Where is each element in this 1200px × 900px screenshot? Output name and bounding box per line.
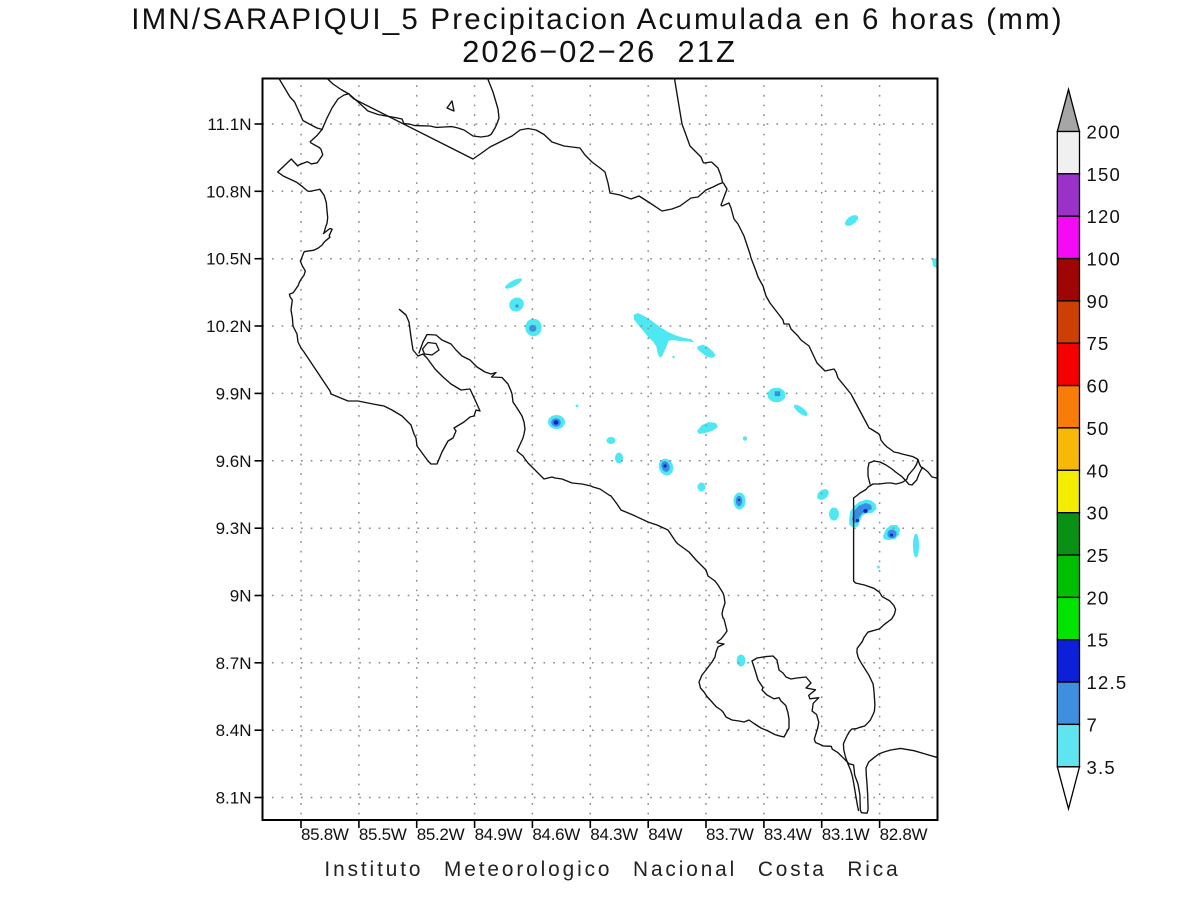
- svg-text:60: 60: [1087, 376, 1110, 397]
- svg-text:50: 50: [1087, 418, 1110, 439]
- svg-text:8.1N: 8.1N: [216, 789, 252, 808]
- svg-text:8.4N: 8.4N: [216, 721, 252, 740]
- svg-text:9N: 9N: [230, 587, 252, 606]
- svg-text:20: 20: [1087, 587, 1110, 608]
- svg-text:IMN/SARAPIQUI_5 Precipitacion: IMN/SARAPIQUI_5 Precipitacion Acumulada …: [131, 3, 1064, 36]
- svg-text:75: 75: [1087, 333, 1110, 354]
- svg-text:10.5N: 10.5N: [206, 250, 251, 269]
- svg-text:30: 30: [1087, 503, 1110, 524]
- svg-text:Instituto Meteorologico Nacion: Instituto Meteorologico Nacional Costa R…: [324, 858, 900, 881]
- svg-text:10.8N: 10.8N: [206, 182, 251, 201]
- svg-text:8.7N: 8.7N: [216, 654, 252, 673]
- svg-text:25: 25: [1087, 545, 1110, 566]
- svg-text:11.1N: 11.1N: [207, 115, 251, 134]
- svg-text:84.3W: 84.3W: [590, 825, 638, 844]
- svg-text:90: 90: [1087, 291, 1110, 312]
- svg-text:83.4W: 83.4W: [764, 825, 812, 844]
- svg-text:120: 120: [1087, 206, 1121, 227]
- svg-text:85.5W: 85.5W: [359, 825, 407, 844]
- svg-text:83.7W: 83.7W: [706, 825, 754, 844]
- svg-text:9.6N: 9.6N: [216, 452, 252, 471]
- svg-text:3.5: 3.5: [1087, 757, 1116, 778]
- svg-text:40: 40: [1087, 460, 1110, 481]
- svg-text:100: 100: [1087, 249, 1121, 270]
- svg-text:200: 200: [1087, 122, 1121, 143]
- svg-text:85.8W: 85.8W: [301, 825, 349, 844]
- svg-text:7: 7: [1087, 714, 1099, 735]
- svg-text:83.1W: 83.1W: [822, 825, 870, 844]
- svg-text:84.6W: 84.6W: [532, 825, 580, 844]
- svg-text:2026−02−26 21Z: 2026−02−26 21Z: [462, 34, 737, 69]
- svg-text:150: 150: [1087, 164, 1121, 185]
- svg-text:84W: 84W: [648, 825, 682, 844]
- svg-text:12.5: 12.5: [1087, 672, 1128, 693]
- svg-text:85.2W: 85.2W: [417, 825, 465, 844]
- svg-text:9.3N: 9.3N: [216, 519, 252, 538]
- svg-text:15: 15: [1087, 630, 1110, 651]
- svg-text:84.9W: 84.9W: [475, 825, 523, 844]
- svg-text:10.2N: 10.2N: [206, 317, 251, 336]
- svg-text:82.8W: 82.8W: [880, 825, 928, 844]
- svg-text:9.9N: 9.9N: [216, 384, 252, 403]
